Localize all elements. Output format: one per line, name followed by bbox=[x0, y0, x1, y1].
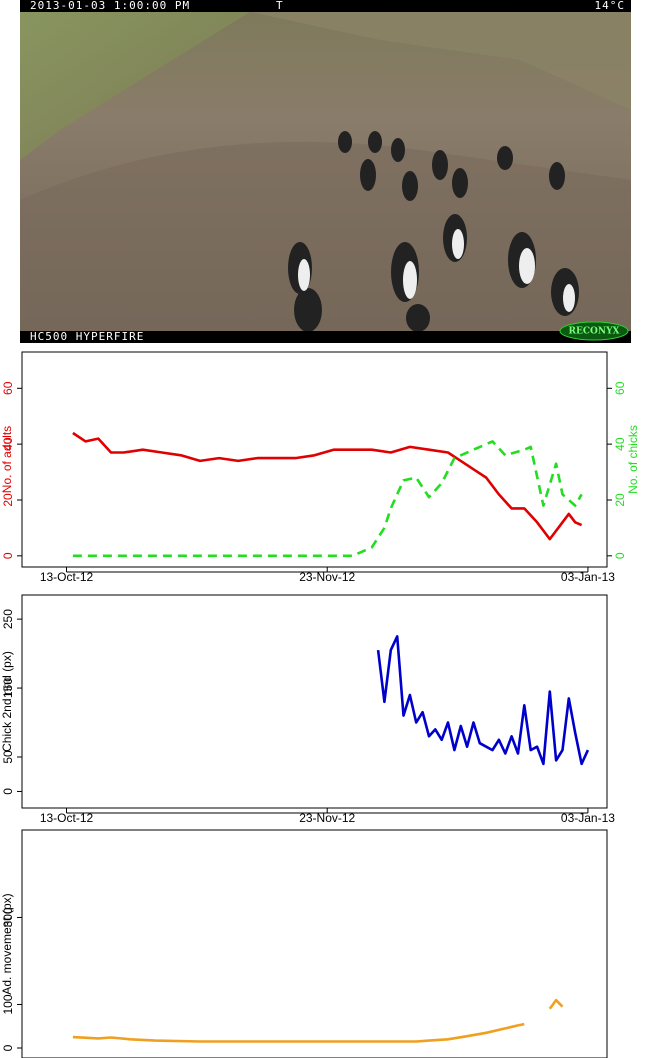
timestamp: 2013-01-03 1:00:00 PM bbox=[30, 0, 190, 12]
y-tick-label: 150 bbox=[1, 678, 15, 698]
x-tick-label: 13-Oct-12 bbox=[40, 570, 94, 584]
plot-frame bbox=[21, 829, 608, 1058]
y2-tick-label: 20 bbox=[613, 493, 627, 507]
y-tick-label: 50 bbox=[1, 750, 15, 764]
x-tick-label: 13-Oct-12 bbox=[40, 811, 94, 825]
y-tick-label: 0 bbox=[1, 1044, 15, 1051]
y2-tick-label: 0 bbox=[613, 552, 627, 559]
y-axis-title: Ad. movement (px) bbox=[0, 893, 14, 994]
y-tick-label: 100 bbox=[1, 994, 15, 1014]
camera-model: HC500 HYPERFIRE bbox=[30, 330, 144, 343]
x-tick-label: 23-Nov-12 bbox=[299, 570, 355, 584]
y2-tick-label: 60 bbox=[613, 381, 627, 395]
chart: 0 50 150 250 Chick 2nd nnd (px) 13-Oct-12 23-N… bbox=[0, 594, 615, 825]
y-tick-label: 250 bbox=[1, 609, 15, 629]
x-tick-label: 03-Jan-13 bbox=[561, 811, 615, 825]
camera-photo: 2013-01-03 1:00:00 PM T 14°C HC500 HYPER… bbox=[20, 0, 631, 343]
y-tick-label: 40 bbox=[1, 437, 15, 451]
x-tick-label: 23-Nov-12 bbox=[299, 811, 355, 825]
y-tick-label: 0 bbox=[1, 788, 15, 795]
y-axis-title: Chick 2nd nnd (px) bbox=[0, 651, 14, 752]
flag: T bbox=[276, 0, 284, 12]
temperature: 14°C bbox=[595, 0, 626, 12]
brand-logo: RECONYX bbox=[569, 327, 620, 337]
y-axis-title: No. of adults bbox=[0, 426, 14, 493]
plot-frame bbox=[21, 351, 608, 568]
y-tick-label: 300 bbox=[1, 907, 15, 927]
chart: 0 20 40 60 0 20 40 60 No. of adults No. of chicks… bbox=[0, 351, 640, 584]
y-tick-label: 60 bbox=[1, 381, 15, 395]
series-line bbox=[376, 635, 590, 766]
plot-frame bbox=[21, 594, 608, 809]
series-line bbox=[72, 998, 564, 1043]
y-tick-label: 0 bbox=[1, 552, 15, 559]
y2-tick-label: 40 bbox=[613, 437, 627, 451]
x-tick-label: 03-Jan-13 bbox=[561, 570, 615, 584]
series-line bbox=[72, 440, 583, 558]
series-line bbox=[72, 431, 583, 541]
y2-axis-title: No. of chicks bbox=[626, 425, 640, 494]
y-tick-label: 20 bbox=[1, 493, 15, 507]
